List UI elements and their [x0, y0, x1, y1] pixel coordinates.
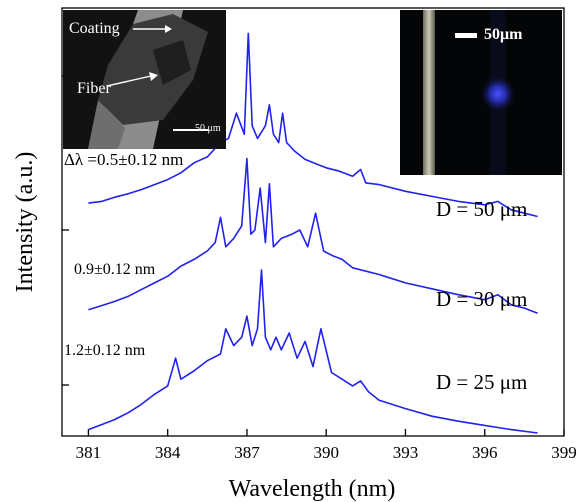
- spectrum-line: [88, 32, 538, 218]
- linewidth-annotation-30um: 0.9±0.12 nm: [74, 261, 156, 278]
- x-tick-label: 381: [76, 443, 102, 462]
- optical-image: [400, 10, 562, 175]
- plot-frame: [61, 7, 565, 437]
- x-tick-label: 393: [393, 443, 419, 462]
- fiber-arrow-icon: [107, 72, 158, 87]
- sem-image-inset: Coating Fiber 50 μm: [63, 10, 226, 149]
- x-tick-label: 399: [551, 443, 577, 462]
- fiber-label: Fiber: [77, 80, 111, 97]
- x-tick-label: 387: [234, 443, 260, 462]
- y-axis-label: Intensity (a.u.): [12, 152, 38, 293]
- optical-scale-label: 50μm: [484, 26, 523, 43]
- x-tick-label: 384: [155, 443, 181, 462]
- x-tick-labels: 381 384 387 390 393 396 399: [76, 443, 577, 462]
- sem-scale-label: 50 μm: [195, 123, 221, 134]
- spectra-lines: [88, 32, 538, 434]
- x-tick-label: 390: [313, 443, 339, 462]
- x-tick-label: 396: [472, 443, 498, 462]
- series-label: D = 30 μm: [436, 287, 527, 311]
- x-axis-label: Wavelength (nm): [229, 476, 396, 502]
- plot-axes: [61, 7, 565, 437]
- spectrum-line: [88, 269, 538, 434]
- optical-image-inset: 50μm: [400, 10, 562, 175]
- series-label: D = 25 μm: [436, 370, 527, 394]
- sem-image: [63, 10, 226, 149]
- coating-arrow-icon: [133, 25, 172, 33]
- series-labels: D = 50 μm D = 30 μm D = 25 μm: [436, 197, 527, 394]
- series-label: D = 50 μm: [436, 197, 527, 221]
- linewidth-annotation-50um: Δλ =0.5±0.12 nm: [64, 150, 184, 169]
- spectrum-line: [88, 157, 538, 314]
- coating-label: Coating: [69, 20, 120, 37]
- linewidth-annotation-25um: 1.2±0.12 nm: [64, 342, 146, 359]
